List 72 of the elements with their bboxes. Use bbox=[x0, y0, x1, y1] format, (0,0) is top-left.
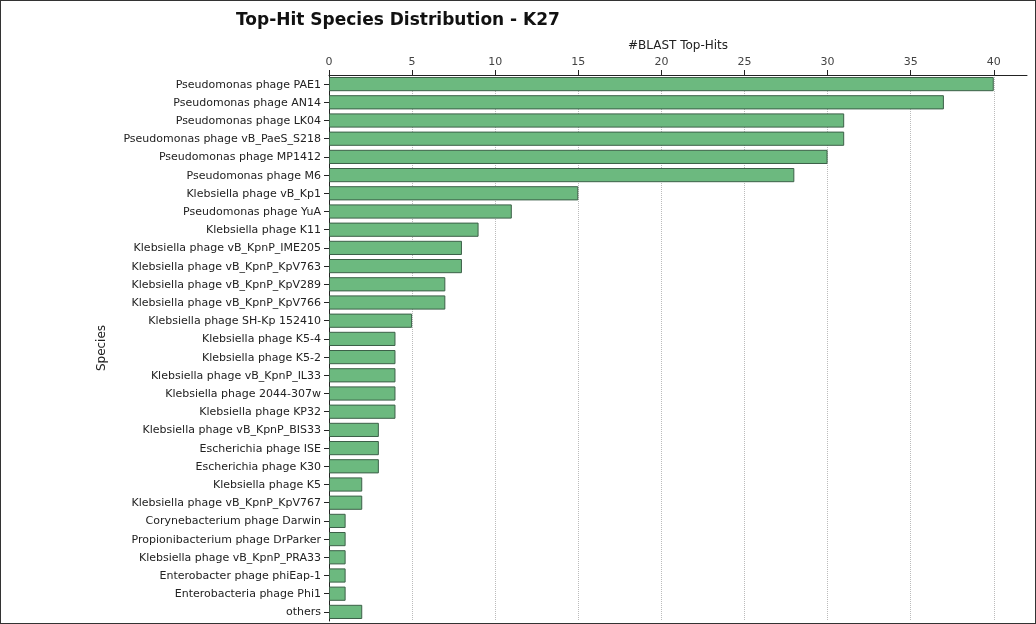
y-tick-label: Pseudomonas phage AN14 bbox=[173, 95, 321, 109]
y-tick-label: Pseudomonas phage PAE1 bbox=[175, 77, 321, 91]
bar bbox=[329, 186, 579, 201]
bar bbox=[329, 350, 396, 365]
y-tick-label: others bbox=[285, 605, 322, 619]
chart-title: Top-Hit Species Distribution - K27 bbox=[236, 8, 560, 29]
y-tick-label: Klebsiella phage SH-Kp 152410 bbox=[148, 314, 321, 328]
bar bbox=[329, 149, 828, 164]
bar bbox=[329, 604, 363, 619]
bar bbox=[329, 568, 346, 583]
y-tick-label: Klebsiella phage K5-4 bbox=[201, 332, 321, 346]
y-tick-label: Corynebacterium phage Darwin bbox=[145, 514, 322, 528]
y-tick-label: Pseudomonas phage MP1412 bbox=[158, 150, 321, 164]
bar bbox=[329, 131, 845, 146]
x-tick-label: 25 bbox=[737, 55, 752, 68]
y-tick-label: Escherichia phage ISE bbox=[199, 441, 322, 455]
bar bbox=[329, 95, 944, 110]
x-tick-label: 40 bbox=[986, 55, 1001, 68]
bar bbox=[329, 404, 396, 419]
bar bbox=[329, 259, 462, 274]
y-tick-label: Klebsiella phage K5-2 bbox=[201, 350, 321, 364]
bar bbox=[329, 386, 396, 401]
y-tick-label: Propionibacterium phage DrParker bbox=[131, 532, 322, 546]
x-tick-label: 10 bbox=[488, 55, 503, 68]
bar bbox=[329, 513, 346, 528]
bar bbox=[329, 550, 346, 565]
x-axis-title: #BLAST Top-Hits bbox=[627, 38, 729, 53]
x-tick-label: 30 bbox=[820, 55, 835, 68]
y-tick-label: Klebsiella phage K11 bbox=[205, 223, 321, 237]
y-tick-label: Klebsiella phage KP32 bbox=[199, 405, 321, 419]
y-tick-label: Pseudomonas phage M6 bbox=[186, 168, 321, 182]
bar bbox=[329, 495, 363, 510]
y-tick-label: Klebsiella phage K5 bbox=[212, 478, 321, 491]
x-tick-label: 0 bbox=[325, 55, 333, 68]
bar bbox=[329, 113, 845, 128]
y-tick-label: Klebsiella phage vB_KpnP_KpV766 bbox=[131, 296, 321, 309]
y-tick-label: Klebsiella phage vB_KpnP_PRA33 bbox=[138, 550, 321, 564]
bar bbox=[329, 77, 994, 92]
y-axis-title: Species bbox=[94, 324, 108, 372]
y-tick-label: Klebsiella phage 2044-307w bbox=[165, 387, 321, 400]
y-tick-label: Klebsiella phage vB_KpnP_IL33 bbox=[150, 368, 321, 382]
bar bbox=[329, 222, 479, 237]
bar bbox=[329, 313, 413, 328]
bar bbox=[329, 168, 795, 183]
y-tick-label: Escherichia phage K30 bbox=[195, 459, 321, 473]
x-tick-label: 15 bbox=[571, 55, 586, 68]
bar bbox=[329, 295, 446, 310]
y-tick-label: Klebsiella phage vB_KpnP_KpV767 bbox=[131, 496, 321, 510]
x-tick-label: 5 bbox=[408, 55, 416, 68]
y-tick-label: Klebsiella phage vB_KpnP_BIS33 bbox=[142, 423, 321, 437]
bar bbox=[329, 277, 446, 292]
y-tick-label: Klebsiella phage vB_Kp1 bbox=[186, 186, 321, 200]
x-tick-label: 35 bbox=[903, 55, 918, 68]
y-tick-label: Pseudomonas phage LK04 bbox=[175, 114, 321, 127]
bar bbox=[329, 441, 379, 456]
y-tick-label: Pseudomonas phage vB_PaeS_S218 bbox=[123, 132, 321, 146]
bar bbox=[329, 368, 396, 383]
bar bbox=[329, 204, 512, 219]
bar bbox=[329, 240, 462, 255]
y-tick-label: Klebsiella phage vB_KpnP_IME205 bbox=[133, 241, 321, 255]
x-tick-label: 20 bbox=[654, 55, 669, 68]
y-tick-label: Klebsiella phage vB_KpnP_KpV289 bbox=[131, 277, 321, 291]
bar bbox=[329, 459, 379, 474]
y-tick-label: Pseudomonas phage YuA bbox=[183, 205, 322, 218]
bar bbox=[329, 532, 346, 547]
bar bbox=[329, 422, 379, 437]
bar bbox=[329, 331, 396, 346]
bar bbox=[329, 477, 363, 492]
bar bbox=[329, 586, 346, 601]
y-tick-label: Enterobacter phage phiEap-1 bbox=[159, 569, 321, 582]
y-tick-label: Klebsiella phage vB_KpnP_KpV763 bbox=[131, 259, 321, 273]
y-tick-label: Enterobacteria phage Phi1 bbox=[174, 587, 321, 601]
